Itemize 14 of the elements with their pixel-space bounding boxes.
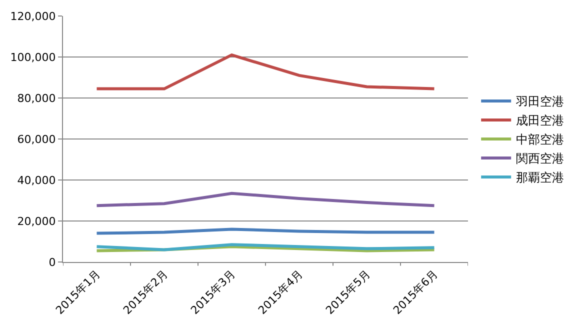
legend-label: 関西空港 (516, 152, 564, 166)
line-series (95, 192, 436, 208)
y-tick-label: 20,000 (17, 214, 56, 228)
legend-label: 成田空港 (516, 114, 564, 128)
line-series (95, 53, 436, 90)
y-tick-label: 60,000 (17, 132, 56, 146)
legend-label: 那覇空港 (516, 170, 564, 185)
y-tick-label: 0 (48, 256, 56, 269)
y-tick-label: 120,000 (10, 10, 56, 23)
y-tick-label: 40,000 (17, 174, 56, 187)
y-tick-label: 80,000 (17, 92, 56, 105)
legend-label: 羽田空港 (515, 94, 564, 109)
legend-label: 中部空港 (516, 132, 564, 147)
y-tick-label: 100,000 (10, 50, 56, 64)
